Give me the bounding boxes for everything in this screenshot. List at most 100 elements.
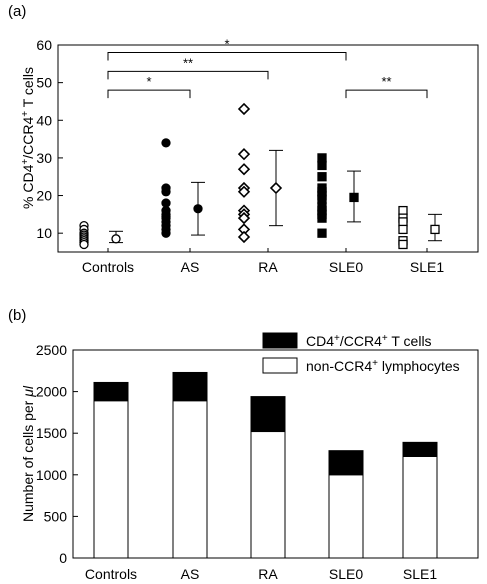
superscript: + [20,159,31,165]
x-tick-label: SLE0 [329,566,363,582]
bar-segment [250,431,286,559]
y-tick-label: 1500 [36,425,67,441]
panel-a-axes: 10 20 30 40 50 60 [36,37,479,253]
bar-segment [402,455,438,559]
bar-segment [172,400,208,559]
superscript: + [382,333,388,344]
legend-label: non-CCR4+ lymphocytes [306,358,460,375]
label-text: /CCR4 [20,117,36,159]
superscript: + [334,333,340,344]
panel-a-label: (a) [8,3,26,20]
data-point [237,185,251,198]
bar-segment [328,474,364,559]
data-point [193,204,203,214]
data-point [237,102,251,116]
legend-label: CD4+/CCR4+ T cells [306,333,432,350]
data-point [161,187,171,197]
data-point [237,163,251,176]
label-text: non-CCR4 [306,358,372,374]
data-point [237,148,251,161]
superscript: + [372,358,378,369]
label-text: CD4 [306,333,334,349]
data-point [79,239,89,250]
y-tick-label: 2000 [36,384,67,400]
x-tick-label: Controls [85,566,137,582]
significance-bracket [107,52,347,61]
data-point [317,213,327,223]
label-text: T cells [388,333,432,349]
panel-b-bars [93,371,438,559]
significance-label: ** [183,55,193,70]
y-tick-label: 20 [36,188,52,204]
x-tick-label: AS [181,259,200,275]
panel-a-y-axis-label: % CD4+/CCR4+ T cells [20,67,37,209]
bar-segment [93,400,129,559]
x-tick-label: Controls [82,259,134,275]
label-text: l [20,385,36,389]
x-tick-label: AS [181,566,200,582]
y-tick-label: 30 [36,150,52,166]
y-tick-label: 40 [36,112,52,128]
data-point [317,160,327,171]
y-tick-label: 500 [44,508,68,524]
significance-bracket [107,89,191,99]
panel-b-y-axis-label: Number of cells per μl [20,385,36,522]
bar-segment [402,441,438,457]
data-point [398,224,408,235]
data-point [317,172,327,182]
panel-b-label: (b) [8,307,26,324]
bar-segment [172,371,208,402]
data-point [111,234,121,244]
y-tick-label: 0 [59,550,67,566]
label-text: /CCR4 [340,333,382,349]
data-point [161,138,171,148]
label-text: Number of cells per [20,397,36,522]
significance-label: ** [381,74,391,89]
bar-segment [328,450,364,476]
y-tick-label: 50 [36,75,52,91]
x-tick-label: SLE1 [410,259,444,275]
data-point [349,192,359,203]
data-point [430,224,440,235]
legend-swatch [262,357,298,374]
data-point [398,239,408,250]
x-tick-label: SLE1 [403,566,437,582]
data-point [161,198,171,208]
superscript: + [20,111,31,117]
y-tick-label: 60 [36,37,52,53]
label-text: % CD4 [20,164,36,209]
data-point [237,211,251,225]
superscript: μ [20,389,36,398]
data-point [398,205,408,216]
legend-swatch [262,332,298,349]
significance-label: * [224,37,229,52]
bar-segment [93,381,129,402]
significance-bracket [345,89,428,99]
panel-b-x-tick-labels: Controls AS RA SLE0 SLE1 [85,566,437,582]
label-text: lymphocytes [378,358,460,374]
bar-segment [250,396,286,433]
panel-a-x-tick-labels: Controls AS RA SLE0 SLE1 [82,259,444,275]
y-tick-label: 10 [36,225,52,241]
panel-b-stacked-bar-chart: (b) Number of cells per μl 0 500 1000 1500 2… [8,307,479,582]
data-point [317,194,327,204]
significance-label: * [146,74,151,89]
x-tick-label: RA [258,566,278,582]
data-point [317,153,327,163]
panel-a-data-points [79,102,408,250]
label-text: T cells [20,67,36,111]
x-tick-label: RA [258,259,278,275]
data-point [237,230,251,244]
y-tick-label: 2500 [36,342,67,358]
y-tick-label: 1000 [36,467,67,483]
panel-a-mean-error-bars [109,149,442,244]
data-point [317,228,327,238]
panel-a-significance-brackets: ****** [107,37,428,99]
data-point [269,181,283,195]
data-point [398,217,408,227]
x-tick-label: SLE0 [329,259,363,275]
significance-bracket [107,70,269,80]
